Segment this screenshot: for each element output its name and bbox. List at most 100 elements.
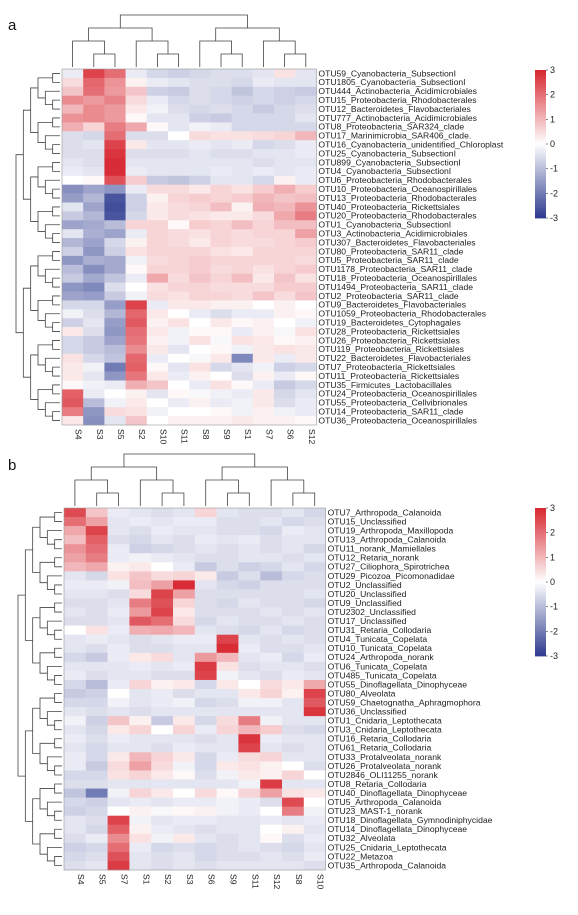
heatmap-cell (303, 544, 326, 554)
colorbar-segment (535, 606, 546, 610)
dendrogram-branch (52, 99, 60, 110)
dendrogram-branch (54, 675, 62, 685)
heatmap-cell (83, 184, 105, 194)
row-label: OTU119_Proteobacteria_Rickettsiales (318, 344, 464, 354)
column-label: S5 (98, 874, 108, 885)
heatmap-cell (189, 291, 211, 301)
colorbar-segment (535, 572, 546, 575)
heatmap-cell (303, 535, 326, 545)
heatmap-cell (274, 291, 296, 301)
heatmap-cell (146, 175, 169, 185)
heatmap-cell (189, 273, 211, 283)
heatmap-cell (216, 707, 239, 717)
heatmap-cell (107, 598, 130, 608)
colorbar-segment (535, 651, 546, 654)
heatmap-cell (146, 158, 169, 168)
heatmap-cell (151, 598, 174, 608)
heatmap-cell (216, 544, 239, 554)
heatmap-cell (168, 131, 190, 141)
dendrogram-branch (54, 720, 62, 731)
heatmap-cell (83, 416, 105, 426)
row-label: OTU12_Retaria_norank (328, 553, 420, 563)
heatmap-cell (274, 389, 296, 399)
heatmap-cell (64, 770, 87, 780)
heatmap-cell (216, 743, 239, 753)
heatmap-cell (107, 616, 130, 626)
heatmap-cell (303, 508, 326, 518)
heatmap-cell (62, 362, 84, 372)
heatmap-cell (303, 770, 326, 780)
colorbar-segment (535, 619, 546, 622)
heatmap-cell (216, 643, 239, 654)
heatmap-cell (210, 113, 232, 123)
heatmap-cell (129, 734, 152, 744)
dendrogram-branch (227, 492, 250, 506)
colorbar-tick-label: 1 (550, 114, 555, 124)
heatmap-cell (85, 580, 108, 590)
heatmap-cell (210, 247, 232, 257)
heatmap-cell (173, 833, 196, 844)
heatmap-cell (129, 562, 152, 572)
column-label: S3 (185, 874, 195, 885)
colorbar-segment (535, 582, 546, 585)
heatmap-cell (252, 389, 275, 399)
heatmap-cell (260, 698, 283, 708)
heatmap-cell (189, 229, 211, 239)
heatmap-cell (252, 95, 275, 105)
heatmap-cell (64, 725, 87, 735)
colorbar-segment (535, 525, 546, 529)
heatmap-cell (194, 743, 217, 753)
heatmap-cell (216, 725, 239, 735)
heatmap-cell (125, 149, 148, 159)
heatmap-cell (151, 607, 174, 617)
row-label: OTU485_Tunicata_Copelata (328, 670, 437, 680)
heatmap-cell (125, 416, 148, 426)
heatmap-cell (125, 86, 148, 96)
column-dendrogram (72, 14, 307, 67)
heatmap-cell (216, 788, 239, 798)
heatmap-cell (151, 815, 174, 826)
heatmap-cell (216, 634, 239, 645)
row-label: OTU19_Bacteroidetes_Cytophagales (318, 318, 460, 328)
heatmap-cell (107, 860, 130, 871)
heatmap-cell (282, 779, 305, 789)
heatmap-cell (210, 380, 232, 390)
colorbar-segment (535, 151, 546, 155)
heatmap-cell (83, 193, 105, 203)
colorbar-segment (535, 628, 546, 632)
heatmap-cell (83, 77, 105, 88)
heatmap-cell (85, 616, 108, 626)
heatmap-cell (189, 149, 211, 159)
colorbar-segment (535, 188, 546, 192)
row-label: OTU3_Cnidaria_Leptothecata (328, 725, 442, 735)
heatmap-cell (104, 238, 126, 248)
panel-letter: b (8, 457, 16, 474)
colorbar-segment (535, 549, 546, 553)
heatmap-cell (173, 860, 196, 871)
heatmap-cell (194, 806, 217, 816)
heatmap-cell (194, 571, 217, 581)
heatmap-cell (173, 607, 196, 617)
heatmap-cell (85, 806, 108, 816)
heatmap-cell (62, 353, 84, 363)
row-label: OTU8_Proteobacteria_SAR324_clade (318, 122, 464, 132)
colorbar-segment (535, 626, 546, 630)
heatmap-cell (173, 508, 196, 518)
heatmap-cell (173, 725, 196, 735)
heatmap-cell (194, 752, 217, 762)
heatmap-cell (231, 220, 254, 230)
heatmap-cell (238, 725, 261, 735)
heatmap-border (63, 507, 326, 871)
dendrogram-branch (54, 647, 62, 658)
heatmap-cell (168, 77, 190, 88)
heatmap-cell (252, 175, 275, 185)
heatmap-cell (194, 833, 217, 844)
heatmap-cell (62, 344, 84, 355)
row-label: OTU1494_Proteobacteria_SAR11_clade (318, 282, 473, 292)
heatmap-cell (231, 264, 254, 274)
heatmap-cell (129, 725, 152, 735)
heatmap-cell (107, 661, 130, 672)
row-label: OTU24_Proteobacteria_Oceanospirillales (318, 389, 477, 399)
colorbar-segment (535, 77, 546, 81)
heatmap-cell (85, 779, 108, 789)
